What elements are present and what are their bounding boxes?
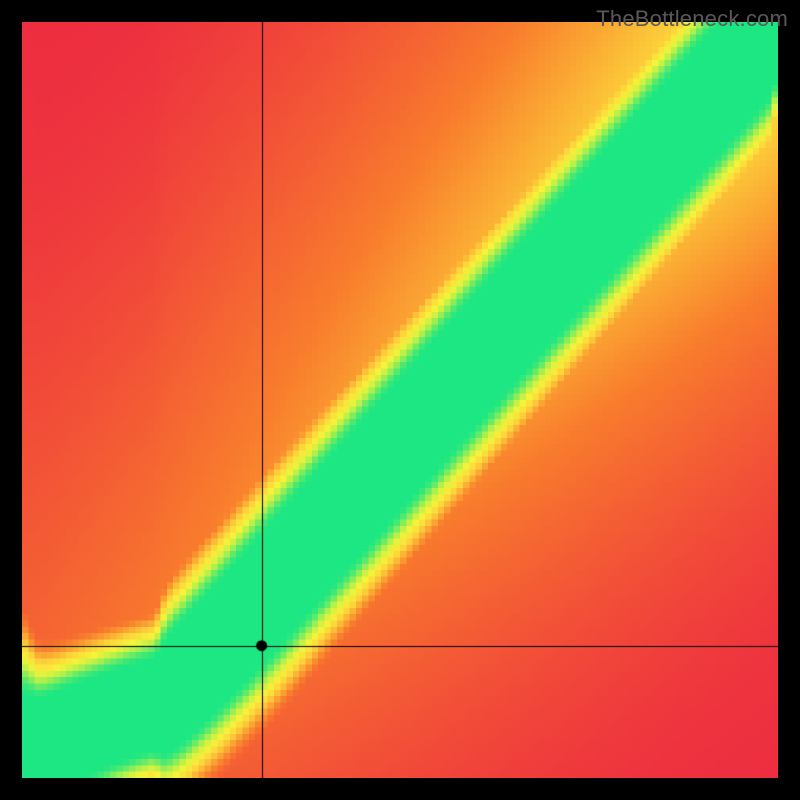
crosshair-overlay	[22, 22, 778, 778]
chart-container: TheBottleneck.com	[0, 0, 800, 800]
